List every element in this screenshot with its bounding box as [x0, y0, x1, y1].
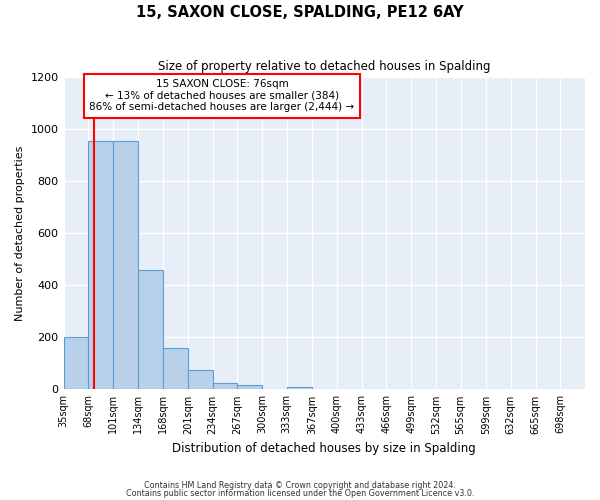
- Bar: [188, 370, 212, 390]
- Bar: [138, 270, 163, 390]
- Text: Contains HM Land Registry data © Crown copyright and database right 2024.: Contains HM Land Registry data © Crown c…: [144, 480, 456, 490]
- Bar: [163, 348, 188, 390]
- Bar: [212, 383, 238, 390]
- X-axis label: Distribution of detached houses by size in Spalding: Distribution of detached houses by size …: [172, 442, 476, 455]
- Text: 15 SAXON CLOSE: 76sqm
← 13% of detached houses are smaller (384)
86% of semi-det: 15 SAXON CLOSE: 76sqm ← 13% of detached …: [89, 79, 355, 112]
- Bar: [88, 140, 113, 390]
- Y-axis label: Number of detached properties: Number of detached properties: [15, 146, 25, 321]
- Bar: [64, 338, 88, 390]
- Text: Contains public sector information licensed under the Open Government Licence v3: Contains public sector information licen…: [126, 489, 474, 498]
- Text: 15, SAXON CLOSE, SPALDING, PE12 6AY: 15, SAXON CLOSE, SPALDING, PE12 6AY: [136, 5, 464, 20]
- Bar: [238, 384, 262, 390]
- Bar: [287, 387, 312, 390]
- Bar: [113, 140, 138, 390]
- Title: Size of property relative to detached houses in Spalding: Size of property relative to detached ho…: [158, 60, 491, 73]
